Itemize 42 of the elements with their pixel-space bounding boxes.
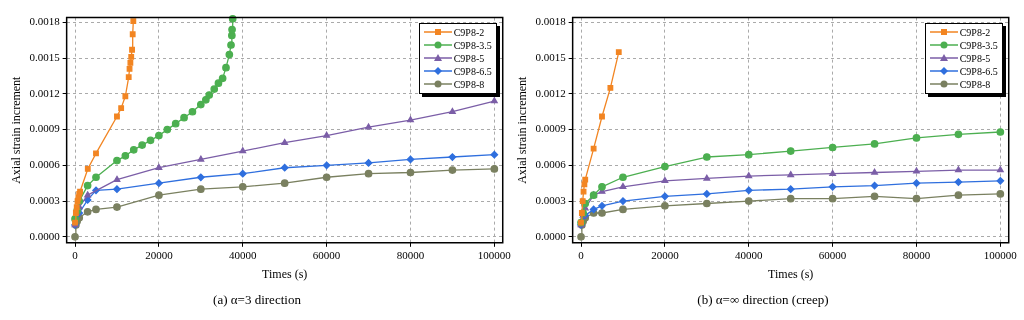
y-tick-label: 0.0006 [29, 158, 61, 171]
y-tick-label: 0.0015 [29, 51, 61, 63]
text: (a) α=3 direction [213, 291, 302, 307]
y-tick-label: 0.0018 [29, 15, 61, 28]
y-tick-label: 0.0000 [29, 229, 61, 242]
x-tick-label: 40000 [229, 249, 258, 262]
x-tick-label: 0 [578, 249, 585, 262]
x-axis-title: Times (s) [262, 267, 308, 282]
y-tick-label: 0.0009 [29, 122, 61, 135]
x-tick-label: 20000 [651, 249, 680, 262]
x-tick-label: 80000 [396, 249, 425, 262]
x-tick-label: 40000 [735, 249, 764, 262]
y-tick-label: 0.0015 [535, 51, 567, 63]
x-tick-label: 60000 [818, 249, 847, 262]
x-tick-label: 100000 [477, 249, 512, 262]
legend-label: C9P8-5 [453, 51, 485, 65]
y-tick-label: 0.0018 [535, 15, 567, 28]
legend-label: C9P8-3.5 [453, 38, 492, 52]
y-tick-label: 0.0012 [29, 86, 60, 99]
legend-label: C9P8-2 [959, 25, 991, 39]
text: (b) α=∞ direction (creep) [697, 291, 829, 307]
legend-label: C9P8-5 [959, 51, 991, 65]
x-tick-label: 100000 [983, 249, 1018, 262]
legend-label: C9P8-2 [453, 25, 485, 39]
legend-label: C9P8-3.5 [959, 38, 998, 52]
legend-label: C9P8-6.5 [959, 64, 998, 78]
y-tick-label: 0.0012 [535, 86, 566, 99]
x-axis-title: Times (s) [768, 267, 814, 282]
x-tick-label: 0 [72, 249, 79, 262]
y-tick-label: 0.0000 [535, 229, 567, 242]
y-axis-title: Axial strain increment [9, 75, 24, 184]
legend-label: C9P8-8 [453, 77, 485, 91]
legend-label: C9P8-6.5 [453, 64, 492, 78]
x-tick-label: 60000 [312, 249, 341, 262]
y-tick-label: 0.0003 [29, 193, 61, 206]
y-tick-label: 0.0006 [535, 158, 567, 171]
y-tick-label: 0.0009 [535, 122, 567, 135]
x-tick-label: 20000 [145, 249, 174, 262]
legend-label: C9P8-8 [959, 77, 991, 91]
x-tick-label: 80000 [902, 249, 931, 262]
y-axis-title: Axial strain increment [515, 75, 530, 184]
y-tick-label: 0.0003 [535, 193, 567, 206]
